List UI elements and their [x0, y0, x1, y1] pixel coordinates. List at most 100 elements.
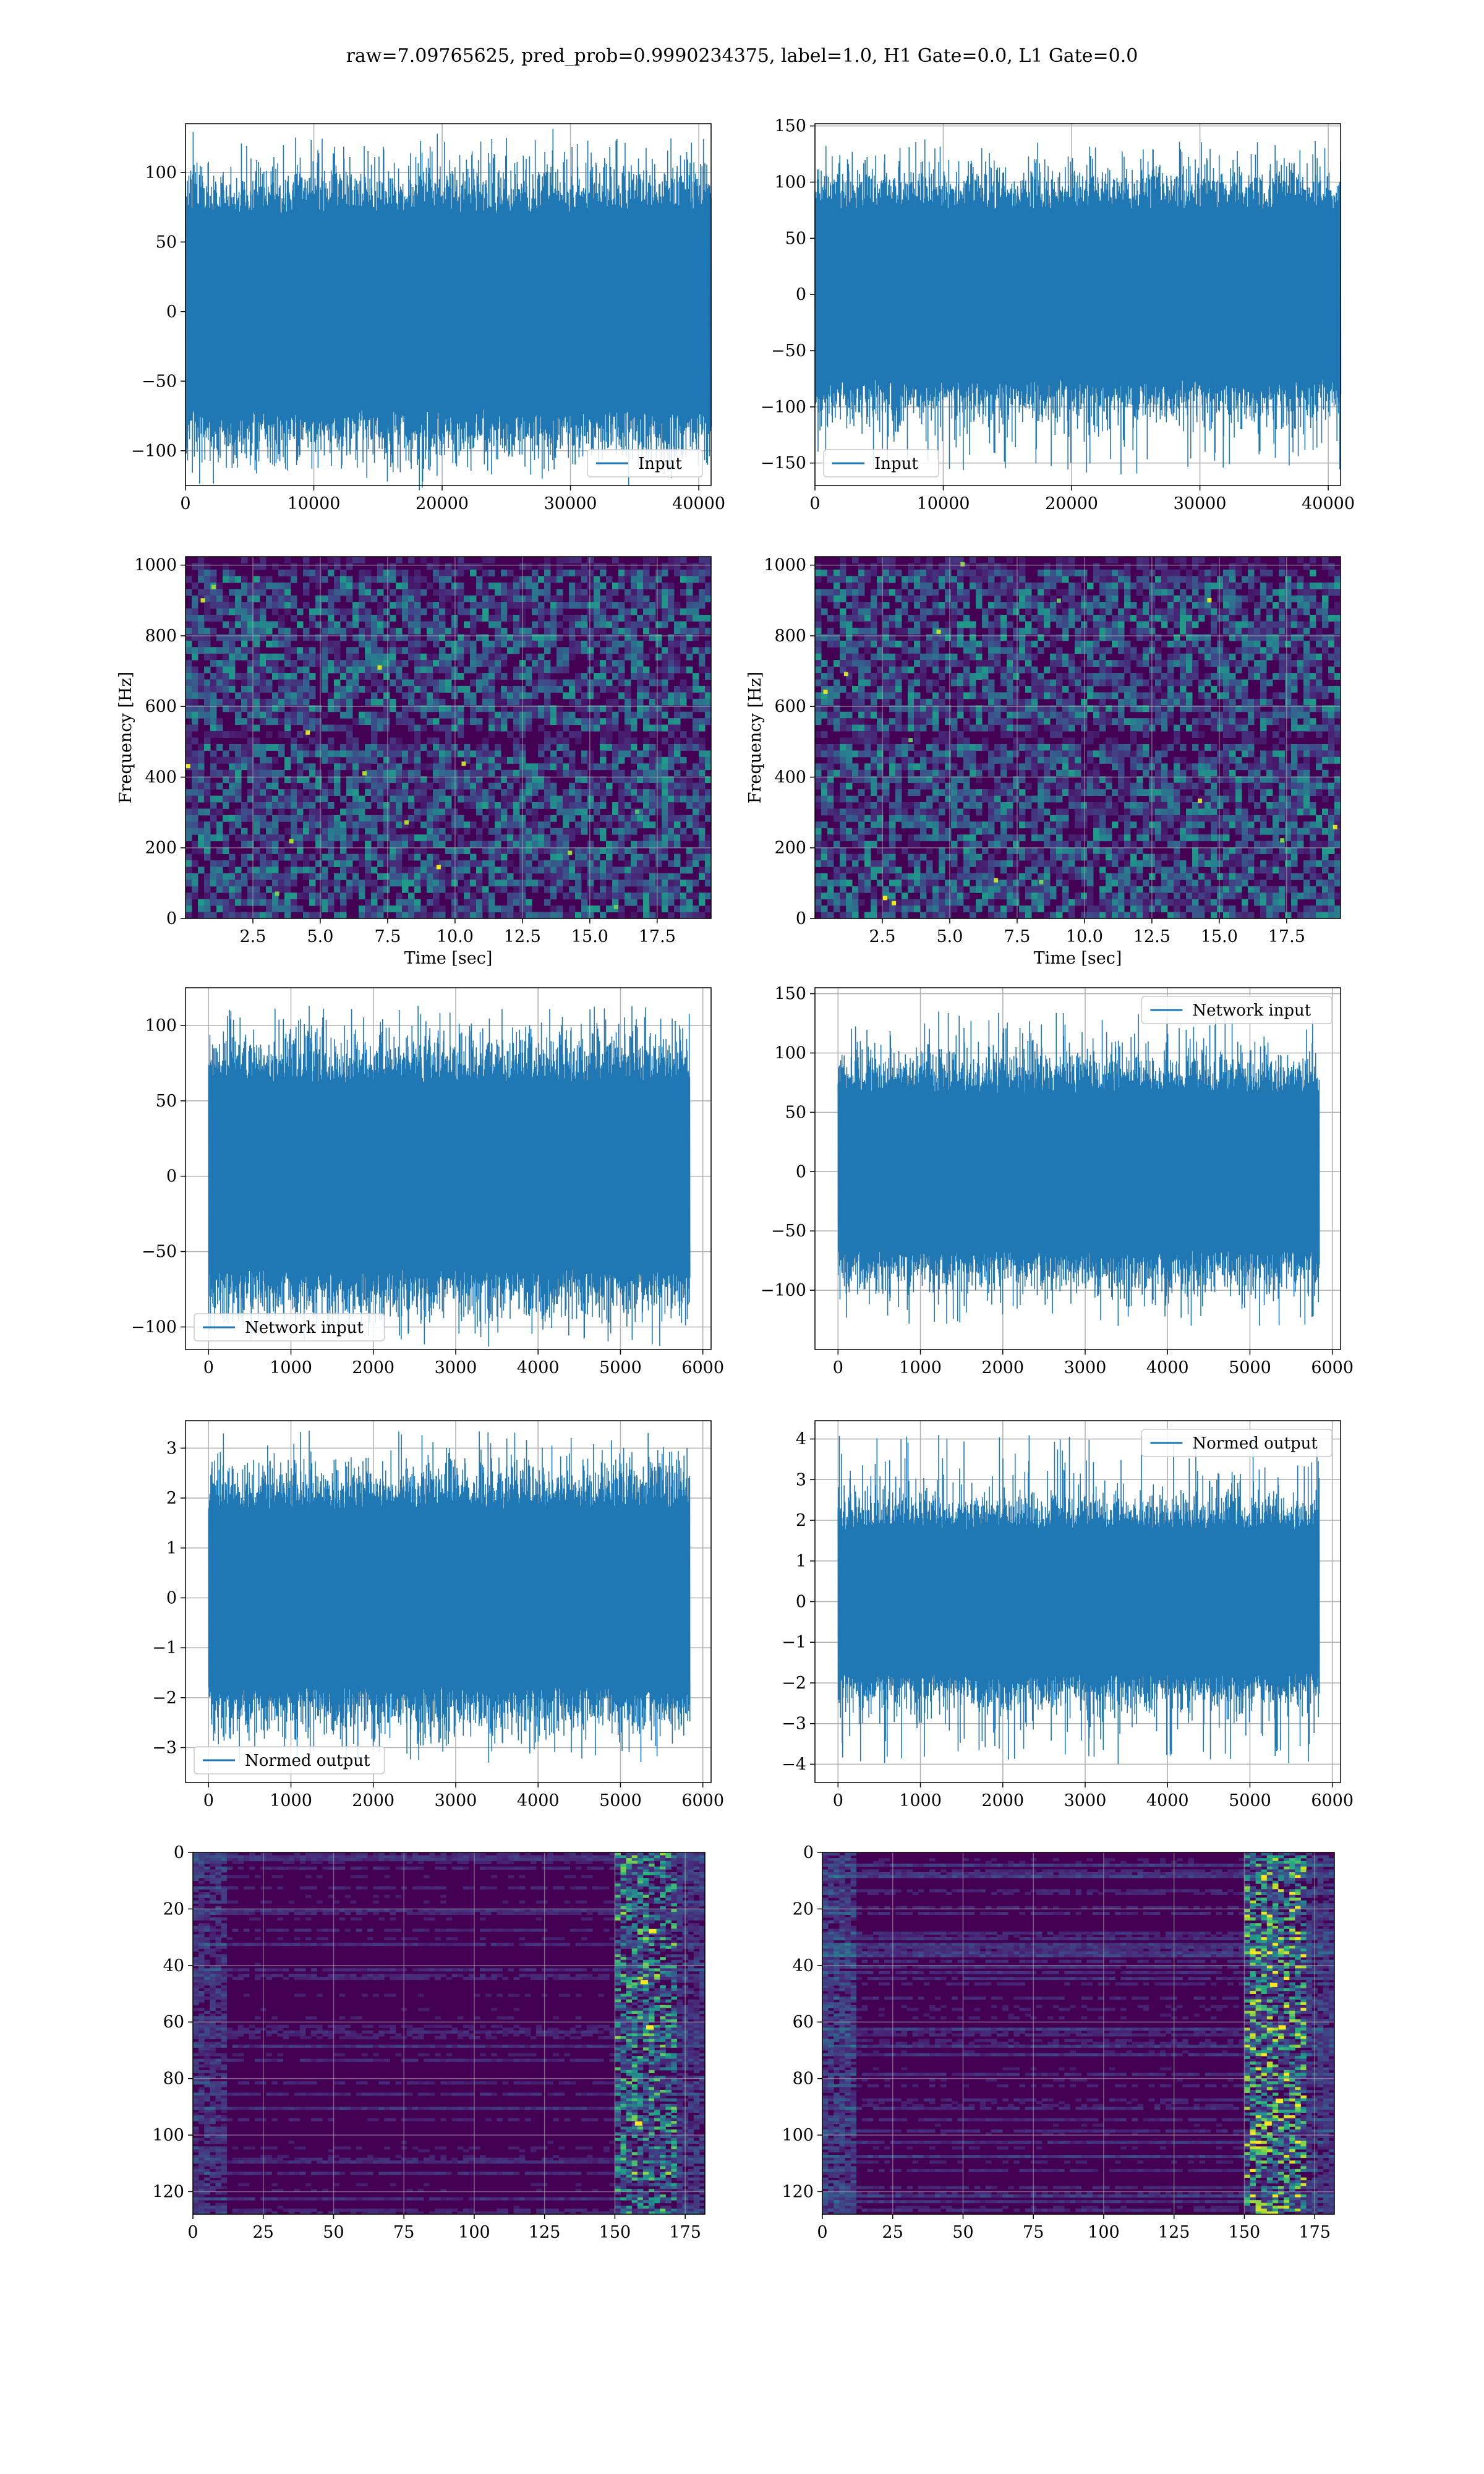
heatmap-cell [495, 834, 501, 842]
y-tick-label: 0 [166, 909, 177, 928]
figure-title: raw=7.09765625, pred_prob=0.9990234375, … [346, 45, 1138, 67]
heatmap-cell [284, 802, 291, 809]
heatmap-cell [1174, 647, 1180, 654]
heatmap-cell [674, 711, 681, 719]
heatmap-cell [513, 776, 520, 784]
heatmap-cell [618, 750, 625, 758]
heatmap-cell [390, 634, 396, 641]
heatmap-cell [272, 756, 279, 764]
heatmap-cell [383, 576, 390, 583]
heatmap-cell [606, 737, 613, 745]
heatmap-cell [482, 789, 489, 797]
heatmap-cell [1198, 634, 1205, 641]
heatmap-cell [241, 673, 248, 680]
heatmap-cell [1322, 685, 1329, 693]
heatmap-cell [963, 647, 970, 654]
heatmap-cell [532, 602, 539, 609]
heatmap-cell [414, 595, 421, 602]
heatmap-cell [655, 756, 662, 764]
series-input-h1 [185, 129, 712, 490]
heatmap-cell [1180, 563, 1187, 570]
heatmap-cell [1205, 569, 1211, 576]
heatmap-cell [606, 892, 613, 900]
heatmap-cell [532, 808, 539, 816]
heatmap-cell [470, 608, 477, 615]
heatmap-cell [513, 724, 520, 732]
heatmap-cell [291, 776, 297, 784]
heatmap-cell [1013, 698, 1020, 706]
heatmap-cell [507, 776, 514, 784]
heatmap-cell [1161, 640, 1168, 648]
heatmap-cell [371, 912, 378, 919]
heatmap-cell [482, 867, 489, 874]
heatmap-cell [377, 660, 384, 667]
heatmap-cell [272, 640, 279, 648]
heatmap-cell [291, 563, 297, 570]
heatmap-cell [686, 834, 693, 842]
heatmap-cell [544, 731, 551, 738]
heatmap-cell [662, 673, 668, 680]
heatmap-cell [674, 563, 681, 570]
heatmap-cell [439, 634, 446, 641]
heatmap-cell [365, 647, 372, 654]
heatmap-cell [957, 685, 964, 693]
heatmap-cell [445, 595, 452, 602]
heatmap-cell [662, 705, 668, 713]
heatmap-cell [834, 711, 840, 719]
heatmap-cell [266, 763, 273, 771]
heatmap-cell [340, 750, 347, 758]
heatmap-cell [334, 679, 341, 687]
heatmap-cell [390, 756, 396, 764]
heatmap-cell [625, 731, 631, 738]
heatmap-cell [526, 634, 532, 641]
heatmap-cell [402, 750, 409, 758]
heatmap-cell [482, 860, 489, 867]
heatmap-cell [352, 880, 359, 887]
heatmap-cell [705, 666, 712, 674]
heatmap-cell [889, 615, 896, 622]
heatmap-cell [1260, 582, 1267, 589]
heatmap-cell [383, 718, 390, 726]
heatmap-cell [926, 660, 933, 667]
heatmap-cell [1303, 679, 1310, 687]
heatmap-cell [254, 808, 260, 816]
heatmap-cell [495, 841, 501, 848]
heatmap-cell [889, 685, 896, 693]
heatmap-cell [464, 698, 471, 706]
heatmap-cell [587, 692, 594, 700]
heatmap-cell [1248, 595, 1255, 602]
heatmap-cell [390, 834, 396, 842]
heatmap-cell [470, 795, 477, 803]
heatmap-cell [408, 685, 415, 693]
heatmap-cell [994, 640, 1001, 648]
heatmap-cell [914, 640, 921, 648]
heatmap-cell [1180, 653, 1187, 661]
heatmap-cell [532, 711, 539, 719]
heatmap-cell [631, 711, 638, 719]
heatmap-cell [662, 886, 668, 893]
heatmap-cell [328, 615, 335, 622]
heatmap-cell [495, 718, 501, 726]
heatmap-cell [204, 847, 211, 855]
heatmap-cell [649, 602, 656, 609]
heatmap-cell [699, 627, 706, 635]
heatmap-cell [1273, 673, 1279, 680]
heatmap-cell [957, 595, 964, 602]
heatmap-cell [532, 880, 539, 887]
heatmap-cell [420, 743, 427, 751]
heatmap-cell [1112, 602, 1119, 609]
heatmap-cell [840, 615, 846, 622]
heatmap-cell [458, 660, 464, 667]
heatmap-cell [1019, 602, 1026, 609]
heatmap-cell [963, 718, 970, 726]
heatmap-cell [1217, 647, 1224, 654]
heatmap-cell [556, 873, 563, 880]
heatmap-cell [631, 582, 638, 589]
heatmap-cell [414, 763, 421, 771]
heatmap-cell [223, 685, 229, 693]
heatmap-cell [1322, 640, 1329, 648]
heatmap-cell [216, 718, 223, 726]
heatmap-cell [340, 576, 347, 583]
heatmap-cell [655, 828, 662, 835]
heatmap-cell [204, 576, 211, 583]
